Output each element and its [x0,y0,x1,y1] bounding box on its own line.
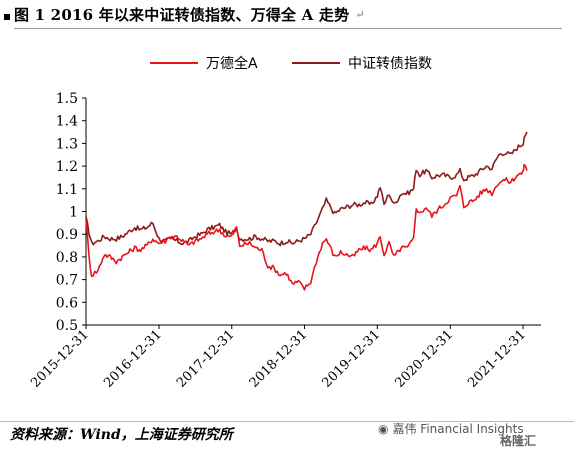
x-tick-label: 2018-12-31 [247,327,311,391]
y-tick-label: 1.3 [56,136,78,152]
y-tick-label: 0.9 [56,227,78,243]
y-tick-label: 0.8 [56,250,78,266]
y-tick-label: 0.5 [56,318,78,334]
x-tick-label: 2021-12-31 [465,327,529,391]
legend-label: 万德全A [206,55,258,72]
legend: 万德全A 中证转债指数 [150,55,432,72]
y-tick-label: 0.7 [56,273,78,289]
y-tick-label: 1.5 [56,91,78,107]
series-line [85,163,528,291]
y-tick-label: 0.6 [56,295,78,311]
x-tick-label: 2019-12-31 [320,327,384,391]
series-line [85,131,528,247]
legend-label: 中证转债指数 [348,56,432,72]
brand-text: 嘉伟 Financial Insights [392,422,524,436]
source-rule [0,421,574,422]
y-tick-label: 1.2 [56,159,78,175]
chart-title: 图 1 2016 年以来中证转债指数、万得全 A 走势 [14,5,350,24]
x-tick-label: 2015-12-31 [28,327,92,391]
axes: 0.5 0.6 0.7 0.8 0.9 1 1.1 1.2 1.3 1.4 1.5 2015-12-3… [28,91,541,391]
x-tick-label: 2017-12-31 [174,327,238,391]
series-lines [85,131,528,291]
brand-logo: 格隆汇 [500,434,537,448]
x-tick-label: 2016-12-31 [101,327,165,391]
line-chart: 万德全A 中证转债指数 0.5 0.6 0.7 0.8 0.9 1 1.1 1.2 1.3 1.4 1… [28,55,541,391]
source-note: 资料来源：Wind，上海证券研究所 [10,427,233,443]
wechat-icon: ◉ [378,421,389,436]
y-tick-label: 1.1 [56,182,78,198]
x-tick-label: 2020-12-31 [393,327,457,391]
y-tick-label: 1.4 [56,114,78,130]
title-rule [14,28,562,29]
return-mark: ↵ [355,7,365,21]
brand-watermark: ◉ 嘉伟 Financial Insights [378,420,524,437]
y-tick-label: 1 [69,205,78,221]
title-row: 图 1 2016 年以来中证转债指数、万得全 A 走势 ↵ [4,2,365,26]
title-bullet [4,14,10,20]
